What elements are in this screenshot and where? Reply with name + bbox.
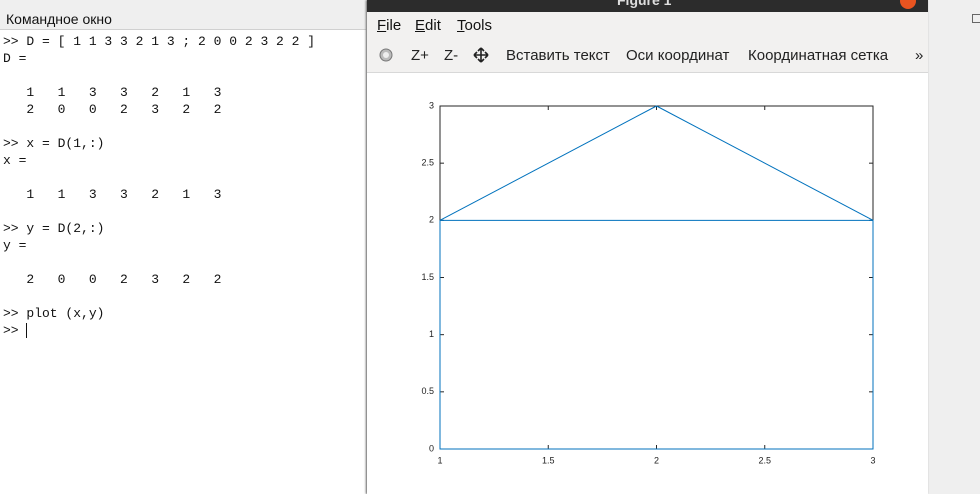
panel-title: Командное окно (6, 11, 112, 27)
close-button[interactable] (900, 0, 916, 9)
output-row: 1 1 3 3 2 1 3 (3, 85, 222, 100)
output-name: D = (3, 51, 27, 66)
command-line: >> plot (x,y) (3, 306, 105, 321)
x-tick-label: 2.5 (758, 455, 771, 465)
toolbar-button[interactable]: Z+ (411, 47, 429, 64)
menu-item[interactable]: Tools (457, 17, 493, 34)
data-line (439, 105, 874, 450)
y-tick-label: 2 (429, 215, 434, 225)
y-tick-label: 1.5 (421, 272, 434, 282)
command-line: >> x = D(1,:) (3, 136, 105, 151)
window-title: Figure 1 (617, 0, 672, 8)
y-tick-label: 0 (429, 443, 434, 453)
figure-window: Figure 1 File Edit Tools Z+ Z- Вставить текс… (367, 0, 928, 494)
toolbar-button[interactable]: Координатная сетка (748, 47, 889, 64)
toolbar: Z+ Z- Вставить текст Оси координат Координат… (367, 38, 928, 73)
pan-icon[interactable] (473, 47, 489, 63)
toolbar-button[interactable]: Вставить текст (506, 47, 610, 64)
output-row: 2 0 0 2 3 2 2 (3, 272, 222, 287)
panel-header: Командное окно (0, 0, 366, 30)
y-tick-label: 1 (429, 329, 434, 339)
output-row: 2 0 0 2 3 2 2 (3, 102, 222, 117)
plot-area: 1 1.5 2 2.5 3 0 0.5 1 1.5 2 2.5 3 (421, 100, 875, 465)
toolbar-button[interactable]: » (915, 47, 924, 64)
prompt: >> (3, 323, 19, 338)
command-line: >> D = [ 1 1 3 3 2 1 3 ; 2 0 0 2 3 2 2 ] (3, 34, 316, 49)
x-tick-label: 1 (437, 455, 442, 465)
output-name: y = (3, 238, 27, 253)
command-line: >> y = D(2,:) (3, 221, 105, 236)
rotate-icon[interactable] (378, 47, 394, 63)
output-row: 1 1 3 3 2 1 3 (3, 187, 222, 202)
menu-bar: File Edit Tools (367, 12, 928, 38)
menu-item[interactable]: File (377, 17, 402, 34)
x-tick-label: 3 (870, 455, 875, 465)
x-tick-label: 1.5 (542, 455, 555, 465)
menu-item[interactable]: Edit (415, 17, 441, 34)
y-tick-label: 2.5 (421, 158, 434, 168)
command-window[interactable]: >> D = [ 1 1 3 3 2 1 3 ; 2 0 0 2 3 2 2 ]… (0, 30, 366, 494)
x-tick-label: 2 (654, 455, 659, 465)
y-tick-label: 0.5 (421, 386, 434, 396)
cursor (26, 323, 27, 338)
toolbar-button[interactable]: Оси координат (626, 47, 730, 64)
y-tick-label: 3 (429, 100, 434, 110)
output-name: x = (3, 153, 27, 168)
title-bar: Figure 1 (367, 0, 928, 12)
axes-box (439, 105, 874, 450)
toolbar-button[interactable]: Z- (444, 47, 459, 64)
dock-icon[interactable] (972, 14, 980, 23)
